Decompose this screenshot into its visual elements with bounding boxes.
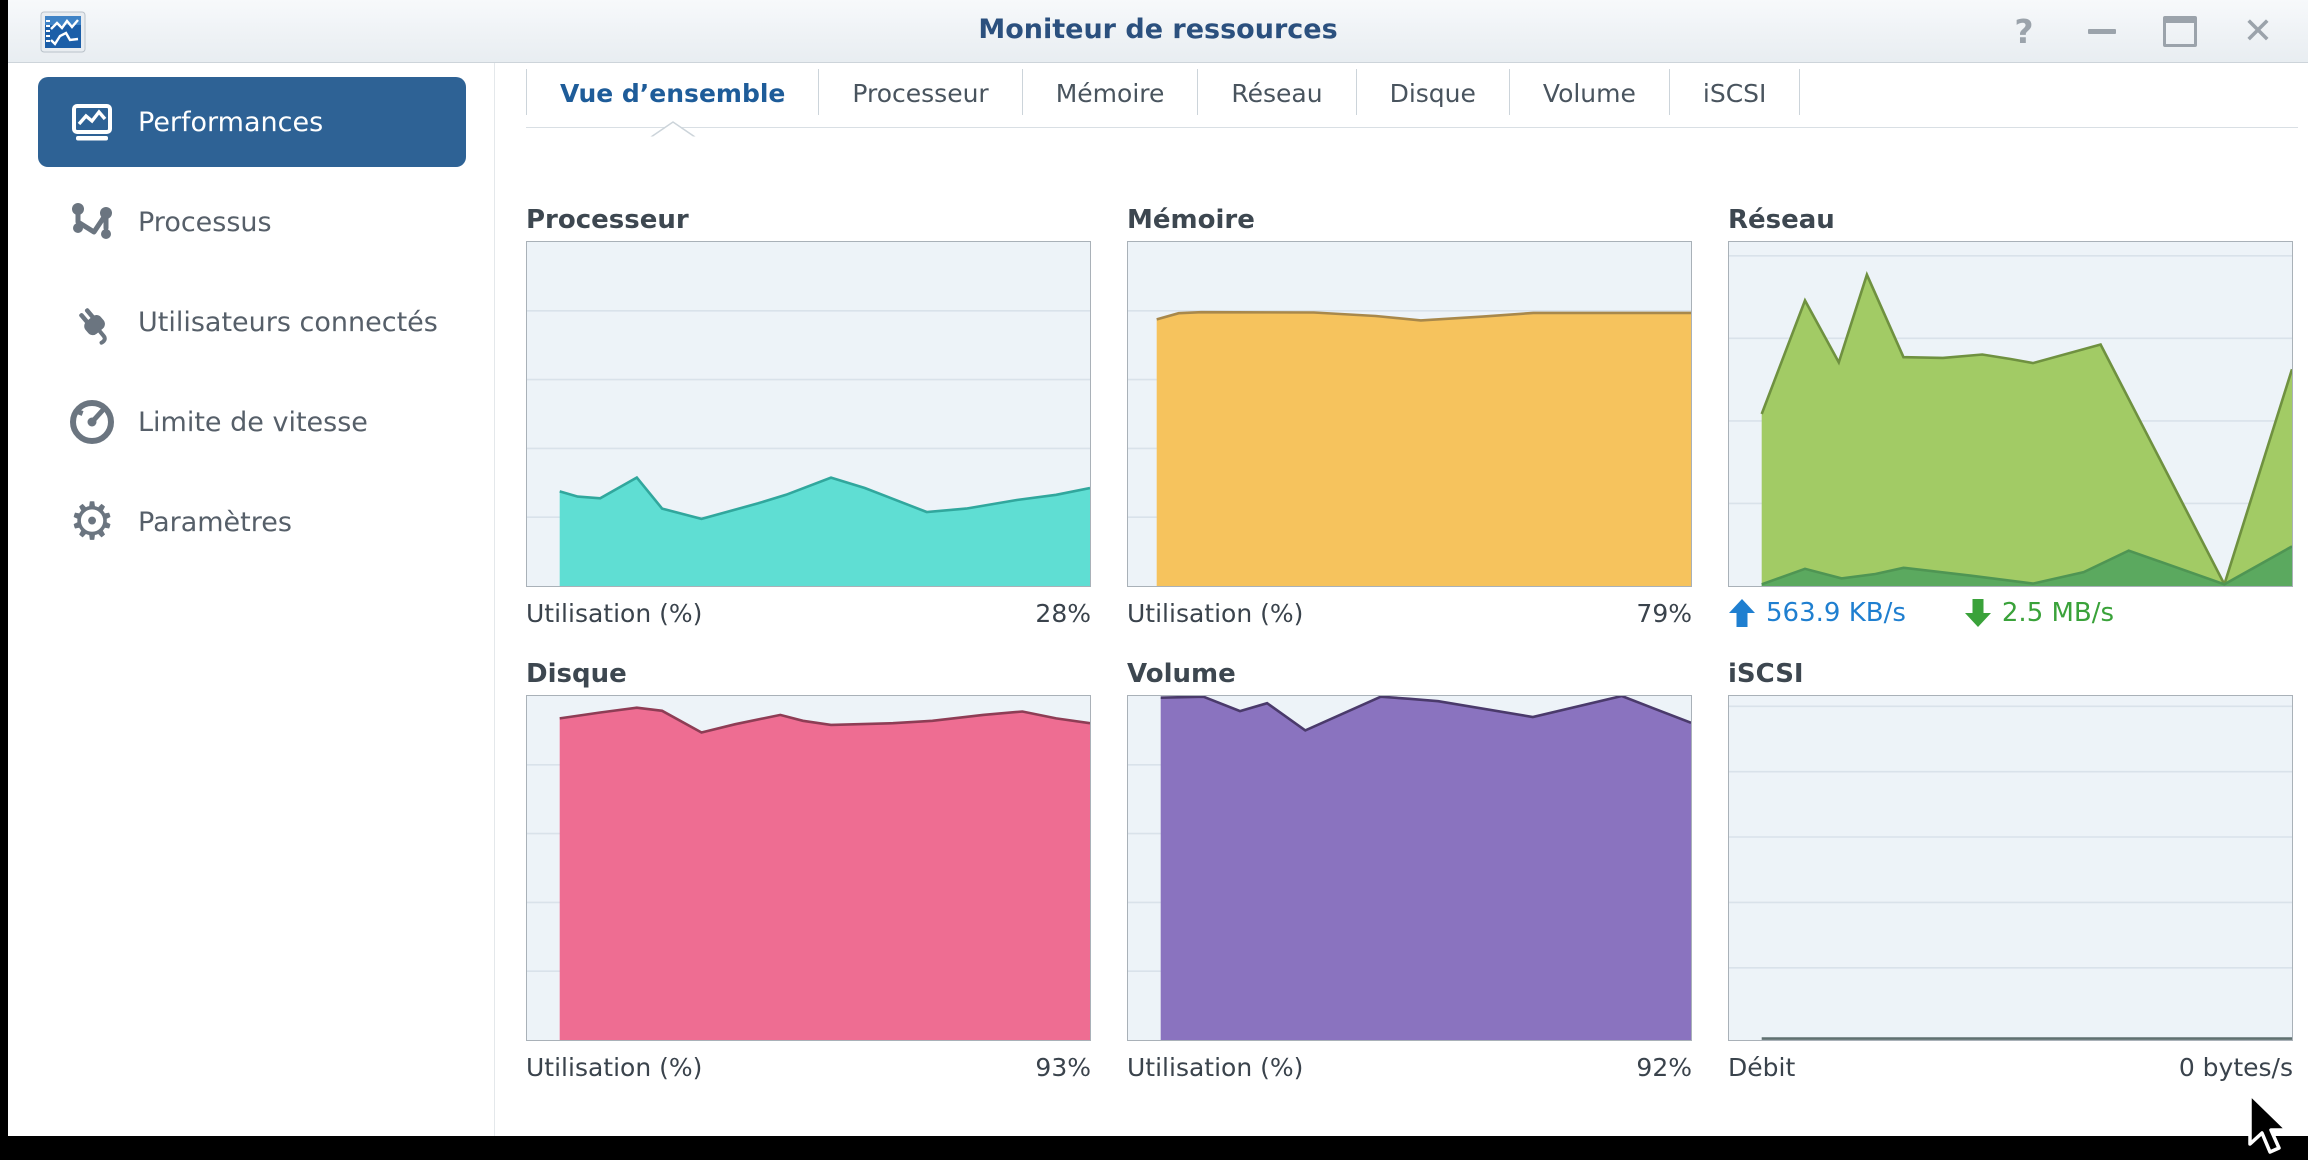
resource-monitor-window: Moniteur de ressources ? ✕ Performances P… bbox=[8, 0, 2308, 1136]
maximize-icon[interactable] bbox=[2158, 9, 2202, 53]
panel-disk: Disque Utilisation (%) 93% bbox=[526, 657, 1091, 1089]
tab-separator bbox=[1355, 69, 1357, 115]
network-current-rates: 563.9 KB/s 2.5 MB/s bbox=[1728, 598, 2114, 628]
footer-label: Utilisation (%) bbox=[1127, 1052, 1304, 1082]
titlebar: Moniteur de ressources ? ✕ bbox=[8, 0, 2308, 63]
tabs-bar: Vue d’ensemble Processeur Mémoire Réseau Dis… bbox=[526, 63, 2298, 127]
panel-volume: Volume Utilisation (%) 92% bbox=[1127, 657, 1692, 1089]
tab-separator bbox=[1197, 69, 1199, 115]
panel-title-iscsi: iSCSI bbox=[1728, 659, 1804, 689]
panel-title-network: Réseau bbox=[1728, 205, 1835, 235]
tab-separator bbox=[1021, 69, 1023, 115]
panel-cpu: Processeur Utilisation (%) 28% bbox=[526, 203, 1091, 635]
tab-disque[interactable]: Disque bbox=[1389, 79, 1476, 108]
panel-footer-memory: Utilisation (%) 79% bbox=[1127, 587, 1692, 635]
resource-monitor-app-icon bbox=[40, 9, 86, 55]
active-tab-notch bbox=[649, 120, 696, 142]
download-arrow-icon bbox=[1964, 598, 1992, 628]
main-content: Vue d’ensemble Processeur Mémoire Réseau Dis… bbox=[495, 63, 2308, 1136]
volume-area-chart bbox=[1127, 695, 1692, 1041]
sidebar-item-label: Utilisateurs connectés bbox=[138, 306, 438, 338]
disk-area-chart bbox=[526, 695, 1091, 1041]
footer-value: 93% bbox=[1035, 1052, 1091, 1082]
upload-arrow-icon bbox=[1728, 598, 1756, 628]
panel-memory: Mémoire Utilisation (%) 79% bbox=[1127, 203, 1692, 635]
minimize-icon[interactable] bbox=[2080, 9, 2124, 53]
rate-value: 563.9 KB/s bbox=[1766, 598, 1906, 628]
sidebar-item-processus[interactable]: Processus bbox=[38, 177, 466, 267]
panel-footer-iscsi: Débit 0 bytes/s bbox=[1728, 1041, 2293, 1089]
sidebar-item-label: Performances bbox=[138, 106, 324, 138]
panel-network: Réseau 563.9 KB/s 2.5 MB/s bbox=[1728, 203, 2293, 635]
tab-m-moire[interactable]: Mémoire bbox=[1055, 79, 1165, 108]
sidebar-item-label: Processus bbox=[138, 206, 272, 238]
panel-title-memory: Mémoire bbox=[1127, 205, 1255, 235]
tab-processeur[interactable]: Processeur bbox=[852, 79, 989, 108]
panel-footer-disk: Utilisation (%) 93% bbox=[526, 1041, 1091, 1089]
upload-arrow-stat: 563.9 KB/s bbox=[1728, 598, 1906, 628]
sidebar-item-performances[interactable]: Performances bbox=[38, 77, 466, 167]
footer-value: 79% bbox=[1636, 598, 1692, 628]
tab-separator bbox=[1668, 69, 1670, 115]
process-icon bbox=[68, 198, 116, 246]
download-arrow-stat: 2.5 MB/s bbox=[1964, 598, 2114, 628]
footer-value: 92% bbox=[1636, 1052, 1692, 1082]
footer-label: Débit bbox=[1728, 1052, 1796, 1082]
cpu-area-chart bbox=[526, 241, 1091, 587]
performance-chart-icon bbox=[68, 98, 116, 146]
tab-iscsi[interactable]: iSCSI bbox=[1702, 79, 1767, 108]
panel-title-cpu: Processeur bbox=[526, 205, 689, 235]
panel-title-disk: Disque bbox=[526, 659, 627, 689]
tab-volume[interactable]: Volume bbox=[1542, 79, 1636, 108]
panel-title-volume: Volume bbox=[1127, 659, 1236, 689]
plug-icon bbox=[68, 298, 116, 346]
close-icon[interactable]: ✕ bbox=[2242, 10, 2274, 52]
footer-label: Utilisation (%) bbox=[1127, 598, 1304, 628]
tab-separator bbox=[1799, 69, 1801, 115]
charts-grid: Processeur Utilisation (%) 28% Mémoire Utili… bbox=[526, 203, 2293, 1089]
footer-label: Utilisation (%) bbox=[526, 1052, 703, 1082]
mouse-cursor bbox=[2246, 1092, 2298, 1160]
panel-footer-cpu: Utilisation (%) 28% bbox=[526, 587, 1091, 635]
footer-value: 28% bbox=[1035, 598, 1091, 628]
footer-label: Utilisation (%) bbox=[526, 598, 703, 628]
sidebar: Performances Processus Utilisateurs connec… bbox=[8, 63, 495, 1136]
tab-r-seau[interactable]: Réseau bbox=[1231, 79, 1323, 108]
panel-footer-network: 563.9 KB/s 2.5 MB/s bbox=[1728, 587, 2293, 635]
window-controls: ? ✕ bbox=[2002, 0, 2280, 62]
tab-vue-d-ensemble[interactable]: Vue d’ensemble bbox=[560, 79, 786, 108]
tab-separator bbox=[526, 69, 527, 115]
window-title: Moniteur de ressources bbox=[978, 14, 1338, 45]
gear-icon: ⚙ bbox=[68, 492, 116, 552]
speedometer-icon bbox=[68, 398, 116, 446]
sidebar-item-label: Limite de vitesse bbox=[138, 406, 368, 438]
network-area-chart bbox=[1728, 241, 2293, 587]
sidebar-item-limite-de-vitesse[interactable]: Limite de vitesse bbox=[38, 377, 466, 467]
iscsi-area-chart bbox=[1728, 695, 2293, 1041]
tab-separator bbox=[818, 69, 820, 115]
panel-iscsi: iSCSI Débit 0 bytes/s bbox=[1728, 657, 2293, 1089]
sidebar-item-utilisateurs-connect-s[interactable]: Utilisateurs connectés bbox=[38, 277, 466, 367]
help-icon[interactable]: ? bbox=[2014, 11, 2034, 51]
tab-separator bbox=[1508, 69, 1510, 115]
memory-area-chart bbox=[1127, 241, 1692, 587]
tabs-underline bbox=[526, 127, 2298, 128]
footer-value: 0 bytes/s bbox=[2178, 1052, 2293, 1082]
rate-value: 2.5 MB/s bbox=[2001, 598, 2115, 628]
sidebar-item-label: Paramètres bbox=[138, 506, 292, 538]
panel-footer-volume: Utilisation (%) 92% bbox=[1127, 1041, 1692, 1089]
sidebar-item-param-tres[interactable]: ⚙ Paramètres bbox=[38, 477, 466, 567]
